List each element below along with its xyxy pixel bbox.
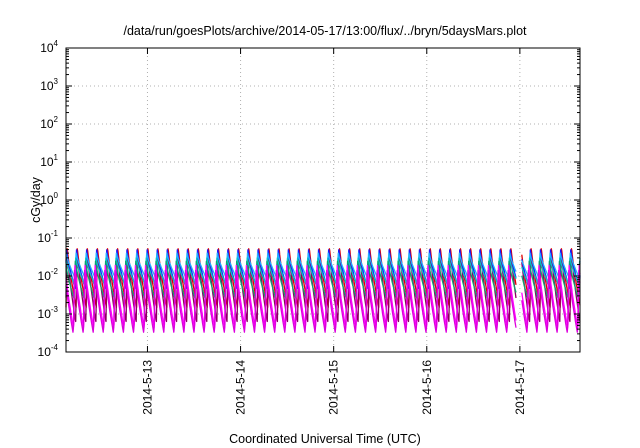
y-tick-label: 10-2: [38, 267, 59, 283]
series-line-4: [65, 252, 581, 278]
x-tick-label: 2014-5-17: [513, 360, 527, 415]
y-tick-label: 10-3: [38, 305, 59, 321]
series-line-7: [65, 264, 581, 329]
y-tick-label: 102: [40, 115, 58, 131]
x-axis-label: Coordinated Universal Time (UTC): [229, 432, 421, 446]
y-tick-label: 101: [40, 153, 58, 169]
x-tick-label: 2014-5-15: [327, 360, 341, 415]
y-axis: 10-4 10-3 10-2 10-1 100 101 102 103 104: [38, 39, 580, 359]
y-tick-label: 103: [40, 77, 58, 93]
chart-title: /data/run/goesPlots/archive/2014-05-17/1…: [123, 24, 527, 38]
series-line-8: [65, 269, 581, 333]
y-tick-label: 104: [40, 39, 58, 55]
y-tick-label: 10-1: [38, 229, 59, 245]
x-tick-label: 2014-5-16: [420, 360, 434, 415]
y-axis-label: cGy/day: [29, 176, 43, 223]
x-axis: 2014-5-13 2014-5-14 2014-5-15 2014-5-16 2014…: [140, 48, 527, 415]
x-tick-label: 2014-5-14: [234, 360, 248, 415]
series-line-6: [65, 260, 581, 299]
y-tick-label: 100: [40, 191, 58, 207]
x-tick-label: 2014-5-13: [140, 360, 154, 415]
series-group: [65, 248, 581, 333]
y-tick-label: 10-4: [38, 343, 59, 359]
series-line-5: [65, 257, 581, 285]
